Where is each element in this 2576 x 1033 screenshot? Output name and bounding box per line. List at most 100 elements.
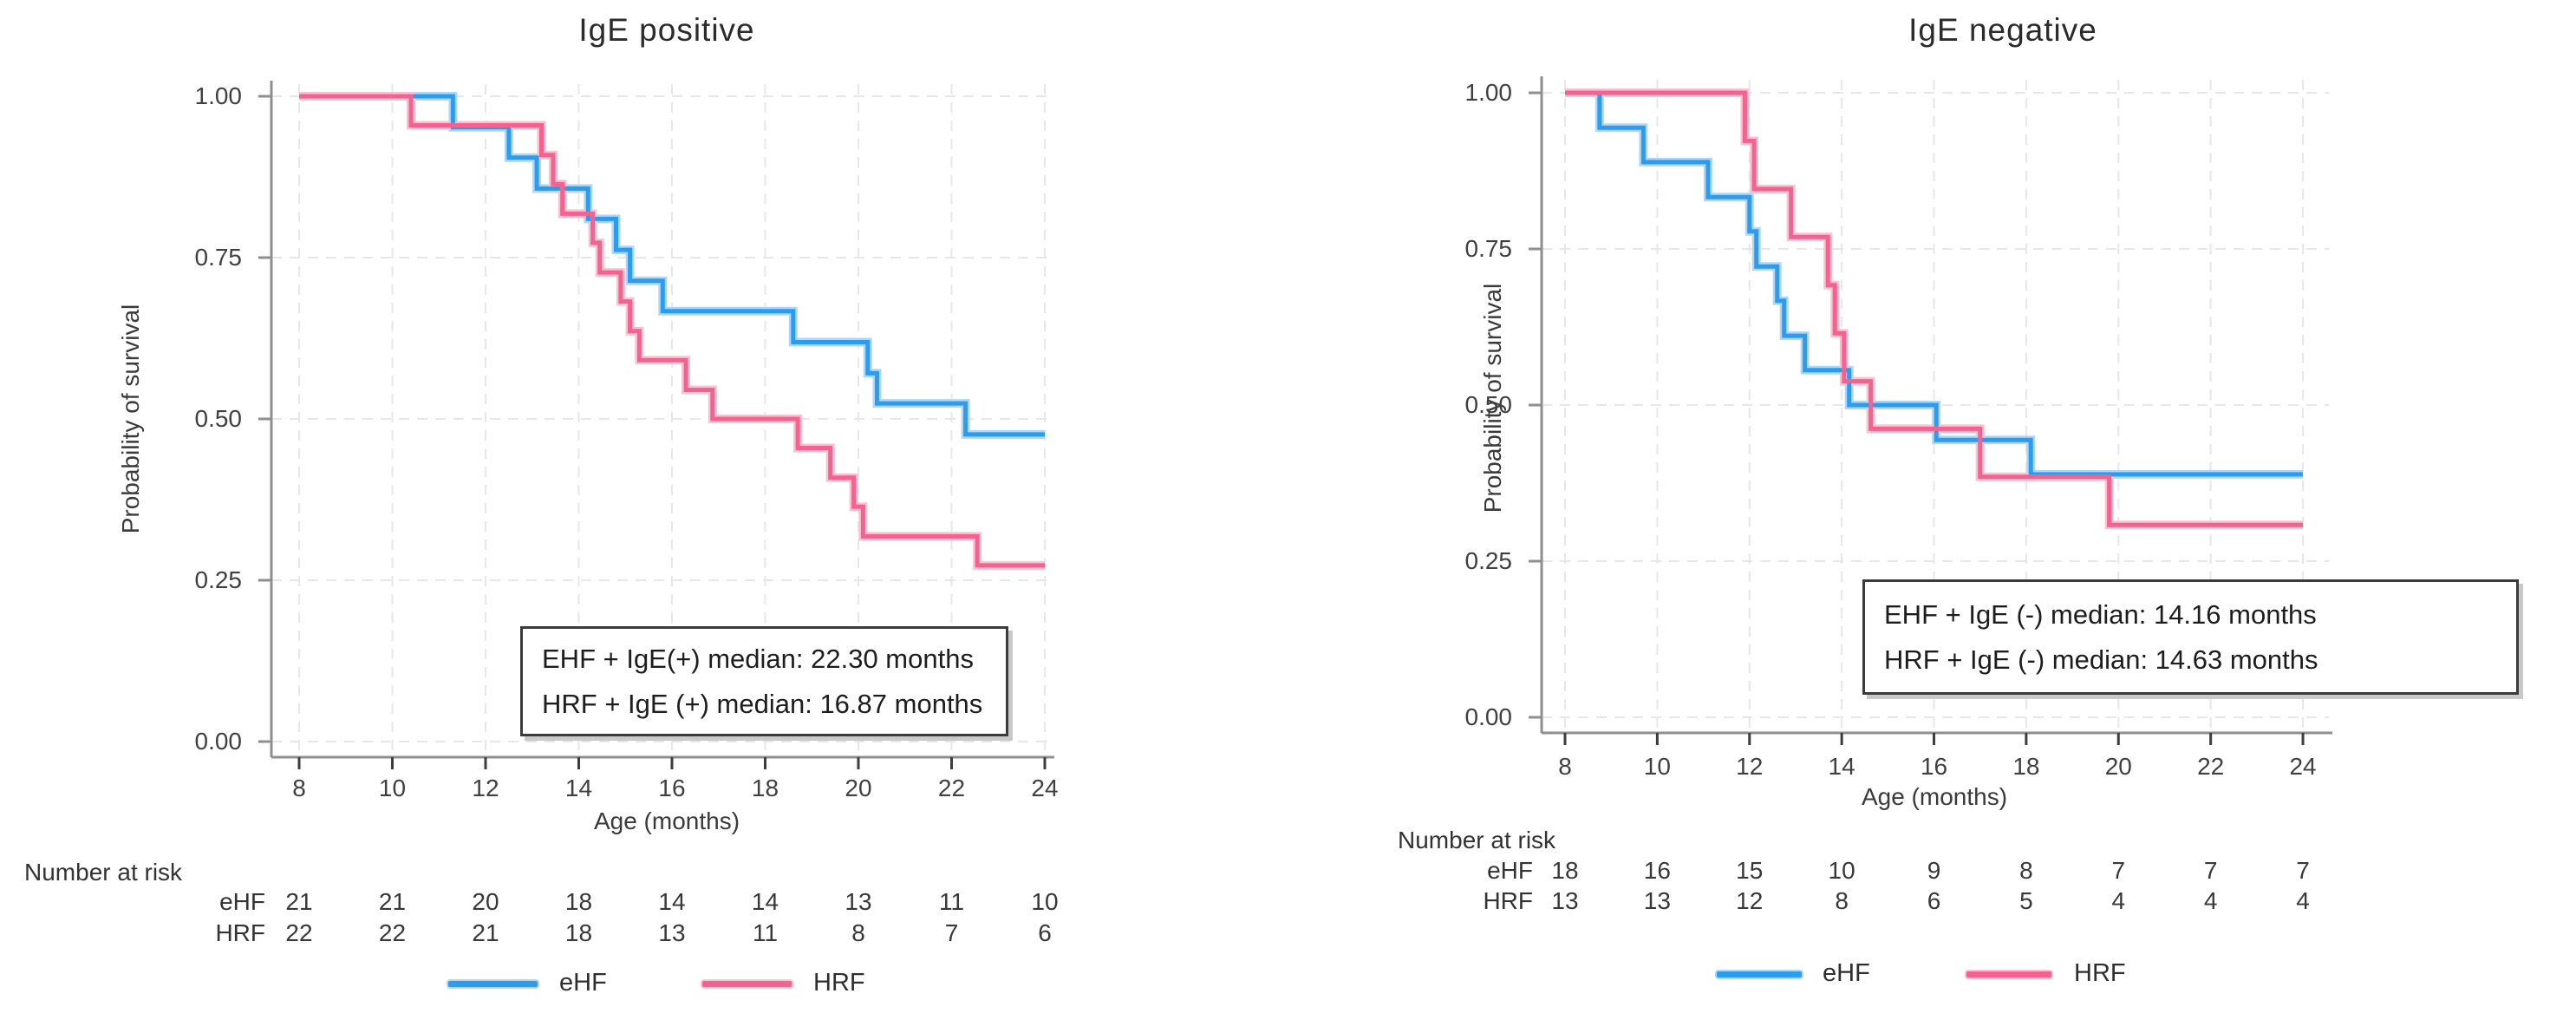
risk-value-hrf: 18 — [564, 919, 593, 946]
legend-swatch-hrf — [702, 981, 792, 987]
y-axis-label-left: Probability of survival — [117, 304, 144, 534]
x-tick-label: 8 — [1558, 753, 1572, 780]
risk-value-hrf: 13 — [658, 919, 686, 946]
y-tick-label: 0.25 — [1464, 547, 1513, 574]
legend-swatch-ehf — [1717, 971, 1802, 977]
risk-value-ehf: 14 — [658, 888, 686, 915]
annotation-line-ehf-left: EHF + IgE(+) median: 22.30 months — [542, 643, 974, 674]
legend-label-hrf: HRF — [813, 969, 865, 997]
y-tick-label: 0.75 — [1464, 235, 1513, 262]
x-tick-label: 10 — [1643, 753, 1671, 780]
risk-value-ehf: 18 — [564, 888, 593, 915]
panel-ige-negative — [1529, 76, 2332, 745]
y-tick-label: 0.00 — [1464, 703, 1513, 730]
y-tick-label: 0.50 — [1464, 391, 1513, 418]
panel-ige-positive — [258, 81, 1054, 769]
y-tick-label: 0.25 — [194, 566, 243, 593]
risk-value-hrf: 5 — [2019, 887, 2033, 914]
risk-value-hrf: 13 — [1643, 887, 1671, 914]
survival-curve-ehf — [1565, 90, 2303, 477]
risk-value-ehf: 13 — [845, 888, 872, 915]
risk-value-ehf: 16 — [1643, 857, 1671, 884]
y-tick-label: 0.50 — [194, 405, 243, 432]
median-annotation-box-right: EHF + IgE (-) median: 14.16 months HRF +… — [1862, 579, 2519, 695]
x-tick-label: 22 — [2197, 753, 2225, 780]
y-tick-label: 1.00 — [194, 82, 243, 109]
x-tick-label: 14 — [564, 775, 593, 801]
risk-table-header-right: Number at risk — [1398, 827, 1556, 853]
x-tick-label: 8 — [292, 775, 306, 801]
risk-row-label-ehf-right: eHF — [1487, 857, 1533, 884]
risk-value-hrf: 22 — [378, 919, 407, 946]
y-tick-label: 0.75 — [194, 244, 243, 271]
risk-value-hrf: 13 — [1551, 887, 1579, 914]
risk-value-ehf: 7 — [2111, 857, 2126, 884]
risk-value-hrf: 4 — [2111, 887, 2126, 914]
x-tick-label: 16 — [658, 775, 686, 801]
risk-row-label-hrf-right: HRF — [1483, 887, 1533, 914]
risk-value-hrf: 11 — [752, 919, 779, 946]
x-tick-label: 12 — [472, 775, 499, 801]
x-tick-label: 10 — [378, 775, 407, 801]
x-axis-label-left: Age (months) — [593, 807, 740, 834]
survival-curve-hrf — [1565, 90, 2303, 527]
risk-value-ehf: 7 — [2296, 857, 2310, 884]
risk-value-hrf: 6 — [1038, 919, 1052, 946]
risk-value-ehf: 15 — [1736, 857, 1764, 884]
x-tick-label: 16 — [1920, 753, 1948, 780]
risk-value-hrf: 7 — [944, 919, 959, 946]
x-tick-label: 12 — [1736, 753, 1764, 780]
risk-value-ehf: 10 — [1828, 857, 1855, 884]
x-tick-label: 18 — [2012, 753, 2040, 780]
x-tick-label: 24 — [2289, 753, 2317, 780]
x-tick-label: 20 — [845, 775, 872, 801]
panel-title-ige-negative: IgE negative — [1908, 12, 2097, 48]
x-tick-label: 20 — [2104, 753, 2132, 780]
risk-value-ehf: 10 — [1031, 888, 1059, 915]
axes — [258, 81, 1054, 769]
risk-value-hrf: 4 — [2296, 887, 2310, 914]
risk-table-header-left: Number at risk — [24, 859, 183, 886]
risk-value-ehf: 21 — [285, 888, 313, 915]
risk-value-hrf: 12 — [1736, 887, 1764, 914]
risk-value-hrf: 8 — [851, 919, 865, 946]
legend-swatch-hrf — [1966, 971, 2051, 977]
x-tick-label: 14 — [1828, 753, 1855, 780]
x-tick-label: 22 — [937, 775, 966, 801]
risk-value-ehf: 21 — [378, 888, 407, 915]
risk-value-ehf: 18 — [1551, 857, 1579, 884]
x-tick-label: 24 — [1031, 775, 1059, 801]
annotation-line-hrf-left: HRF + IgE (+) median: 16.87 months — [542, 688, 983, 719]
survival-curve-ehf — [299, 94, 1045, 437]
axes — [1529, 76, 2332, 745]
risk-value-hrf: 21 — [472, 919, 499, 946]
annotation-line-hrf-right: HRF + IgE (-) median: 14.63 months — [1884, 644, 2318, 675]
risk-value-ehf: 14 — [751, 888, 779, 915]
x-tick-label: 18 — [751, 775, 779, 801]
risk-value-hrf: 6 — [1927, 887, 1941, 914]
survival-curve-hrf — [299, 94, 1045, 568]
risk-value-ehf: 9 — [1927, 857, 1941, 884]
x-axis-label-right: Age (months) — [1861, 783, 2008, 810]
legend-swatch-ehf — [448, 981, 538, 987]
risk-value-ehf: 8 — [2019, 857, 2033, 884]
risk-value-hrf: 4 — [2203, 887, 2218, 914]
risk-value-hrf: 8 — [1835, 887, 1849, 914]
risk-row-label-hrf-left: HRF — [215, 919, 265, 946]
legend-label-ehf: eHF — [1823, 959, 1870, 987]
panel-title-ige-positive: IgE positive — [578, 12, 755, 48]
risk-value-ehf: 20 — [472, 888, 499, 915]
y-tick-label: 1.00 — [1464, 79, 1513, 106]
annotation-line-ehf-right: EHF + IgE (-) median: 14.16 months — [1884, 598, 2317, 630]
risk-value-ehf: 7 — [2203, 857, 2218, 884]
risk-value-hrf: 22 — [285, 919, 313, 946]
y-tick-label: 0.00 — [194, 728, 243, 755]
legend-label-hrf: HRF — [2074, 959, 2126, 987]
risk-row-label-ehf-left: eHF — [219, 888, 265, 915]
risk-value-ehf: 11 — [938, 888, 965, 915]
gridlines — [271, 84, 1051, 755]
legend-label-ehf: eHF — [559, 969, 607, 997]
median-annotation-box-left: EHF + IgE(+) median: 22.30 months HRF + … — [520, 626, 1008, 736]
